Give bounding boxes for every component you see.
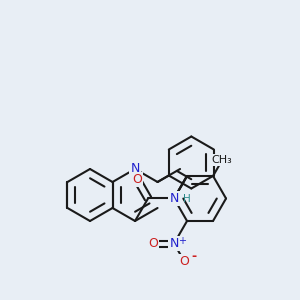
Text: N: N [169, 192, 179, 205]
Text: N: N [169, 237, 179, 250]
Text: CH₃: CH₃ [212, 155, 232, 165]
Text: N: N [130, 163, 140, 176]
Text: +: + [178, 236, 186, 245]
Text: O: O [179, 255, 189, 268]
Text: -: - [191, 250, 196, 263]
Text: O: O [132, 173, 142, 186]
Text: H: H [183, 194, 191, 205]
Text: O: O [148, 237, 158, 250]
